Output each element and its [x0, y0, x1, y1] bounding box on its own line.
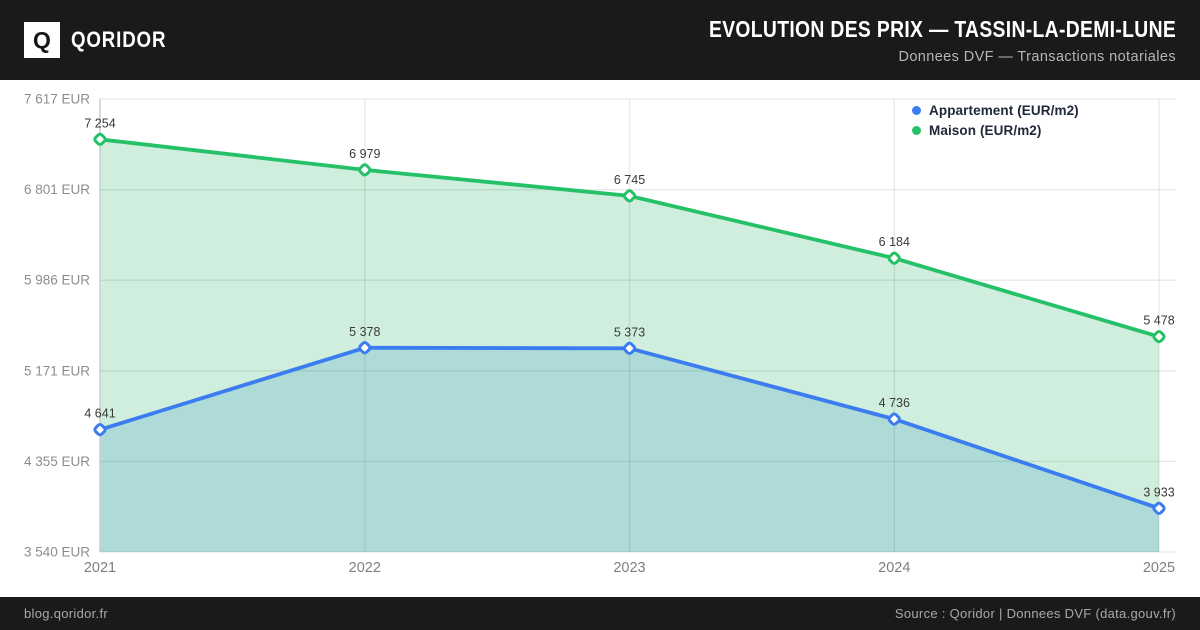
x-axis-year-label: 2024	[878, 560, 910, 576]
data-point-label: 6 184	[879, 235, 910, 249]
qoridor-logo: Q	[24, 22, 60, 58]
y-axis-tick-label: 7 617 EUR	[24, 92, 90, 107]
y-axis-tick-label: 6 801 EUR	[24, 182, 90, 197]
data-point-marker	[93, 423, 107, 437]
chart-area: 7 617 EUR 6 801 EUR 5 986 EUR 5 171 EUR 4 35…	[0, 80, 1200, 597]
x-axis-year-label: 2022	[349, 560, 381, 576]
data-point-label: 4 641	[84, 407, 115, 421]
data-point-label: 5 373	[614, 325, 645, 339]
chart-legend: Appartement (EUR/m2) Maison (EUR/m2)	[912, 100, 1079, 140]
data-point-marker	[358, 163, 372, 177]
y-axis-tick-label: 4 355 EUR	[24, 454, 90, 469]
data-point-marker	[1152, 501, 1166, 515]
y-axis-tick-label: 5 986 EUR	[24, 273, 90, 288]
page-subtitle: Donnees DVF — Transactions notariales	[898, 48, 1176, 65]
data-point-marker	[887, 251, 901, 265]
header: Q QORIDOR EVOLUTION DES PRIX — TASSIN-LA…	[0, 0, 1200, 80]
data-point-label: 3 933	[1143, 485, 1174, 499]
footer-source: Source : Qoridor | Donnees DVF (data.gou…	[894, 606, 1176, 621]
data-point-marker	[93, 132, 107, 146]
legend-label-appartement: Appartement (EUR/m2)	[929, 102, 1079, 118]
header-titles: EVOLUTION DES PRIX — TASSIN-LA-DEMI-LUNE…	[620, 16, 1176, 65]
legend-label-maison: Maison (EUR/m2)	[929, 122, 1042, 138]
data-point-label: 5 378	[349, 325, 380, 339]
legend-dot-appartement-icon	[912, 105, 921, 115]
data-point-marker	[622, 341, 637, 355]
data-point-marker	[1152, 330, 1166, 344]
legend-item-maison: Maison (EUR/m2)	[912, 120, 1079, 140]
data-point-marker	[358, 341, 372, 355]
data-point-label: 4 736	[879, 396, 910, 410]
footer: blog.qoridor.fr Source : Qoridor | Donne…	[0, 597, 1200, 630]
data-point-marker	[622, 189, 637, 203]
legend-item-appartement: Appartement (EUR/m2)	[912, 100, 1079, 120]
x-axis-year-label: 2023	[613, 560, 645, 576]
price-evolution-chart: 7 617 EUR 6 801 EUR 5 986 EUR 5 171 EUR 4 35…	[24, 92, 1176, 576]
series-area-0	[100, 347, 1159, 552]
data-point-label: 6 979	[349, 147, 380, 161]
logo-letter: Q	[33, 26, 51, 53]
x-axis-year-label: 2021	[84, 560, 116, 576]
data-point-label: 6 745	[614, 173, 645, 187]
legend-dot-maison-icon	[912, 125, 921, 135]
y-axis-tick-label: 5 171 EUR	[24, 363, 90, 378]
page-title: EVOLUTION DES PRIX — TASSIN-LA-DEMI-LUNE	[708, 15, 1176, 42]
brand: Q QORIDOR	[24, 22, 183, 58]
x-axis-year-label: 2025	[1143, 560, 1175, 576]
footer-site-url: blog.qoridor.fr	[24, 606, 108, 621]
y-axis-tick-label: 3 540 EUR	[24, 545, 90, 560]
data-point-marker	[887, 412, 901, 426]
brand-name: QORIDOR	[71, 27, 167, 52]
data-point-label: 5 478	[1143, 314, 1174, 328]
data-point-label: 7 254	[84, 116, 115, 130]
